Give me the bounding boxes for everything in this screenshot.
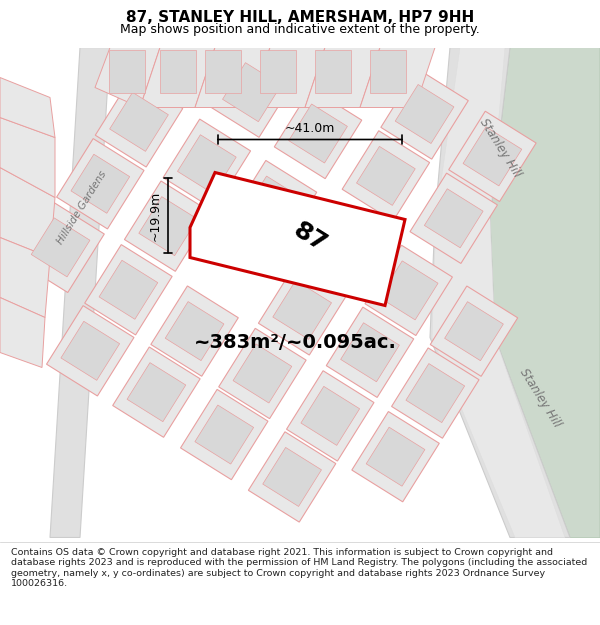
Polygon shape (151, 286, 238, 376)
Polygon shape (379, 261, 438, 320)
Polygon shape (0, 298, 45, 368)
Polygon shape (190, 173, 405, 306)
Polygon shape (178, 135, 236, 194)
Polygon shape (342, 131, 430, 221)
Polygon shape (370, 49, 406, 92)
Polygon shape (305, 48, 380, 108)
Polygon shape (165, 302, 224, 361)
Text: ~19.9m: ~19.9m (149, 191, 161, 241)
Polygon shape (297, 203, 385, 293)
Polygon shape (47, 306, 134, 396)
Polygon shape (490, 48, 600, 538)
Polygon shape (326, 307, 414, 398)
Polygon shape (195, 405, 254, 464)
Polygon shape (163, 119, 251, 209)
Polygon shape (263, 448, 322, 506)
Polygon shape (259, 265, 346, 355)
Polygon shape (208, 47, 296, 138)
Polygon shape (360, 48, 435, 108)
Text: ~41.0m: ~41.0m (285, 122, 335, 136)
Polygon shape (289, 104, 347, 163)
Polygon shape (406, 364, 464, 423)
Polygon shape (124, 181, 212, 271)
Polygon shape (366, 427, 425, 486)
Polygon shape (274, 88, 362, 179)
Text: ~383m²/~0.095ac.: ~383m²/~0.095ac. (194, 333, 397, 352)
Polygon shape (110, 92, 169, 151)
Polygon shape (95, 48, 160, 108)
Text: Contains OS data © Crown copyright and database right 2021. This information is : Contains OS data © Crown copyright and d… (11, 548, 587, 588)
Polygon shape (392, 348, 479, 438)
Polygon shape (250, 48, 325, 108)
Polygon shape (181, 389, 268, 480)
Text: Map shows position and indicative extent of the property.: Map shows position and indicative extent… (120, 22, 480, 36)
Polygon shape (449, 111, 536, 201)
Polygon shape (140, 48, 215, 108)
Polygon shape (218, 328, 306, 419)
Polygon shape (287, 371, 374, 461)
Polygon shape (229, 161, 317, 251)
Polygon shape (233, 344, 292, 403)
Polygon shape (195, 48, 270, 108)
Text: Stanley Hill: Stanley Hill (517, 366, 563, 429)
Polygon shape (127, 362, 186, 422)
Polygon shape (463, 127, 522, 186)
Polygon shape (0, 168, 55, 258)
Polygon shape (223, 62, 281, 122)
Polygon shape (95, 77, 183, 167)
Polygon shape (311, 219, 370, 278)
Polygon shape (430, 48, 570, 538)
Polygon shape (410, 173, 497, 264)
Polygon shape (50, 48, 110, 538)
Polygon shape (85, 244, 172, 335)
Polygon shape (260, 49, 296, 92)
Polygon shape (273, 281, 332, 339)
Polygon shape (31, 218, 90, 277)
Polygon shape (139, 197, 197, 256)
Polygon shape (160, 49, 196, 92)
Polygon shape (301, 386, 359, 446)
Polygon shape (17, 202, 104, 292)
Polygon shape (341, 322, 400, 382)
Polygon shape (365, 245, 452, 336)
Polygon shape (71, 154, 130, 213)
Polygon shape (430, 286, 518, 376)
Polygon shape (109, 49, 145, 92)
Polygon shape (381, 69, 468, 159)
Polygon shape (248, 432, 336, 522)
Polygon shape (205, 49, 241, 92)
Text: Hillside Gardens: Hillside Gardens (55, 169, 109, 246)
Polygon shape (356, 146, 415, 206)
Polygon shape (244, 176, 302, 235)
Polygon shape (315, 49, 351, 92)
Polygon shape (352, 411, 439, 502)
Polygon shape (395, 84, 454, 144)
Text: Stanley Hill: Stanley Hill (477, 116, 523, 179)
Polygon shape (0, 78, 55, 138)
Polygon shape (99, 260, 158, 319)
Polygon shape (424, 189, 483, 248)
Polygon shape (0, 118, 55, 198)
Polygon shape (113, 347, 200, 438)
Polygon shape (0, 238, 50, 318)
Polygon shape (56, 139, 144, 229)
Polygon shape (445, 302, 503, 361)
Text: 87, STANLEY HILL, AMERSHAM, HP7 9HH: 87, STANLEY HILL, AMERSHAM, HP7 9HH (126, 10, 474, 25)
Polygon shape (432, 48, 565, 538)
Text: 87: 87 (289, 218, 331, 257)
Polygon shape (61, 321, 119, 381)
